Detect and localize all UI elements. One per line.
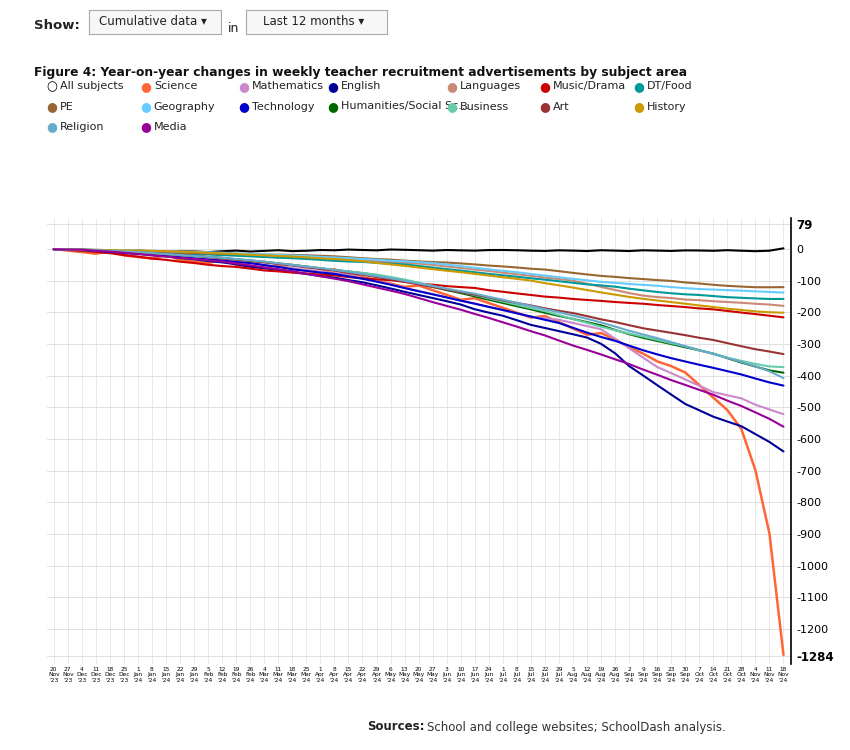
Text: in: in <box>228 22 239 34</box>
Text: ●: ● <box>47 100 58 113</box>
Text: English: English <box>341 81 381 92</box>
Text: ●: ● <box>446 80 457 93</box>
Text: ●: ● <box>238 80 249 93</box>
Text: Mathematics: Mathematics <box>252 81 324 92</box>
Text: Humanities/Social Sc...: Humanities/Social Sc... <box>341 101 469 112</box>
Text: DT/Food: DT/Food <box>647 81 693 92</box>
Text: Religion: Religion <box>60 122 105 132</box>
Text: ●: ● <box>446 100 457 113</box>
Text: ●: ● <box>633 100 644 113</box>
Text: Business: Business <box>460 101 509 112</box>
Text: ●: ● <box>238 100 249 113</box>
Text: Cumulative data ▾: Cumulative data ▾ <box>99 15 207 28</box>
Text: PE: PE <box>60 101 74 112</box>
Text: ●: ● <box>327 80 338 93</box>
Text: Science: Science <box>154 81 197 92</box>
Text: History: History <box>647 101 687 112</box>
Text: Show:: Show: <box>34 19 80 32</box>
Text: Geography: Geography <box>154 101 215 112</box>
Text: Languages: Languages <box>460 81 521 92</box>
Text: Sources:: Sources: <box>367 721 425 734</box>
Text: Technology: Technology <box>252 101 314 112</box>
Text: ●: ● <box>140 120 151 134</box>
Text: ●: ● <box>540 80 551 93</box>
Text: School and college websites; SchoolDash analysis.: School and college websites; SchoolDash … <box>427 721 725 734</box>
Text: All subjects: All subjects <box>60 81 124 92</box>
Text: ●: ● <box>140 80 151 93</box>
Text: Art: Art <box>553 101 570 112</box>
Text: Last 12 months ▾: Last 12 months ▾ <box>264 15 365 28</box>
Text: ●: ● <box>47 120 58 134</box>
Text: ●: ● <box>327 100 338 113</box>
Text: Media: Media <box>154 122 188 132</box>
Text: ●: ● <box>140 100 151 113</box>
Text: Music/Drama: Music/Drama <box>553 81 626 92</box>
Text: Figure 4: Year-on-year changes in weekly teacher recruitment advertisements by s: Figure 4: Year-on-year changes in weekly… <box>34 66 687 79</box>
Text: ●: ● <box>633 80 644 93</box>
Text: ○: ○ <box>47 80 58 93</box>
Text: ●: ● <box>540 100 551 113</box>
